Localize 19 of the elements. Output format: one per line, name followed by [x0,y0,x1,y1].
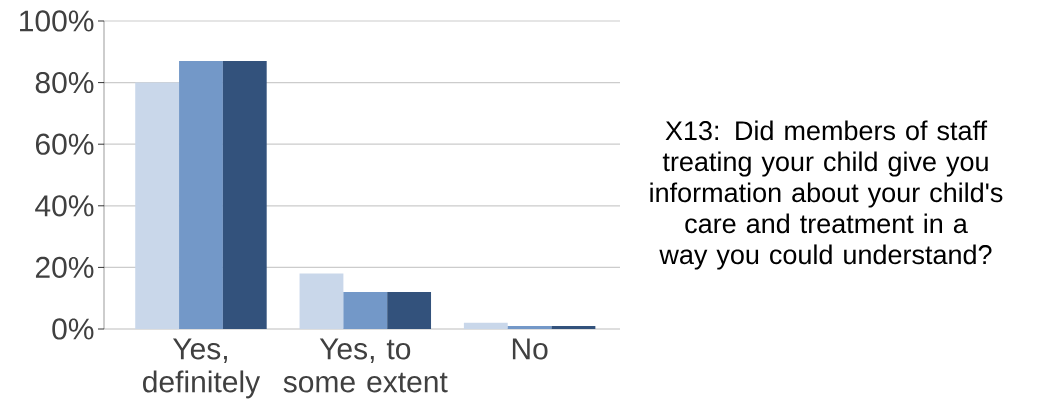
bar [222,61,267,329]
bar [387,292,432,329]
text: X13: Did members of staff treating your child give you information about your child's care and treatment in a way you could understand? [650,120,1003,270]
bar [463,322,508,329]
y-tick-label: 0% [52,318,94,340]
y-tick-label: 40% [35,195,94,217]
y-tick-label: 80% [35,71,94,94]
y-tick-label: 20% [35,256,94,279]
x-tick-label: No [512,338,548,360]
bar [507,325,552,329]
bar [179,61,223,329]
bar [551,325,596,329]
x-tick-label: Yes, definitely [143,338,261,399]
bar [135,82,180,329]
x-tick-label: Yes, to some extent [283,338,448,393]
y-tick-label: 60% [35,133,94,155]
bar [343,292,388,329]
y-tick-label: 100% [20,10,94,32]
bar [299,273,344,329]
